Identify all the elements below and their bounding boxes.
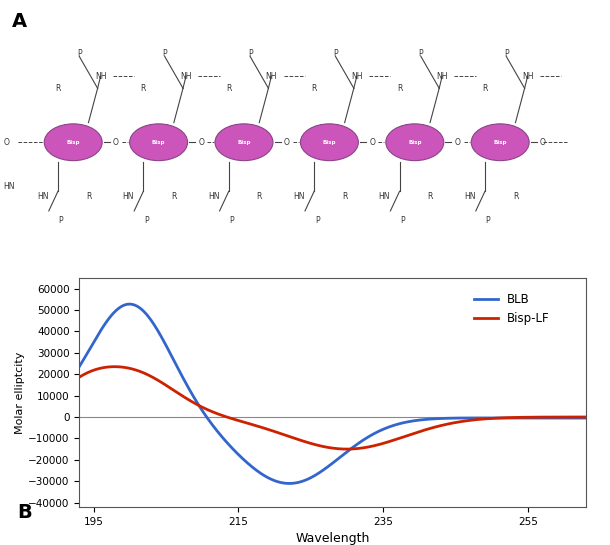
Legend: BLB, Bisp-LF: BLB, Bisp-LF	[469, 288, 554, 330]
Text: R: R	[342, 192, 347, 201]
Text: P: P	[315, 216, 320, 225]
Text: R: R	[56, 84, 60, 93]
Text: P: P	[229, 216, 234, 225]
Text: O: O	[284, 138, 290, 147]
Text: O: O	[198, 138, 204, 147]
Text: P: P	[248, 50, 253, 58]
BLB	[285, 480, 293, 487]
Text: Bisp: Bisp	[493, 140, 507, 145]
Text: R: R	[483, 84, 487, 93]
Text: HN: HN	[37, 192, 48, 201]
Bisp-LF	[343, 446, 351, 452]
Text: P: P	[504, 50, 509, 58]
Text: O: O	[454, 138, 461, 147]
BLB	[321, 465, 329, 472]
Text: B: B	[17, 503, 32, 522]
Text: HN: HN	[464, 192, 475, 201]
BLB	[572, 415, 579, 421]
Text: NH: NH	[437, 71, 448, 81]
Text: NH: NH	[181, 71, 192, 81]
Y-axis label: Molar elliptcity: Molar elliptcity	[15, 351, 26, 434]
Text: O: O	[369, 138, 375, 147]
Line: BLB: BLB	[79, 304, 586, 483]
Ellipse shape	[471, 124, 529, 161]
Text: HN: HN	[208, 192, 219, 201]
Text: R: R	[428, 192, 432, 201]
Text: P: P	[418, 50, 423, 58]
Text: R: R	[312, 84, 317, 93]
Text: NH: NH	[95, 71, 106, 81]
Line: Bisp-LF: Bisp-LF	[79, 367, 586, 449]
Text: P: P	[333, 50, 338, 58]
Text: Bisp: Bisp	[237, 140, 251, 145]
BLB	[76, 364, 83, 370]
BLB	[318, 468, 326, 474]
Text: P: P	[59, 216, 63, 225]
Text: P: P	[400, 216, 405, 225]
Ellipse shape	[129, 124, 188, 161]
Bisp-LF	[493, 415, 500, 421]
Text: Bisp: Bisp	[152, 140, 165, 145]
BLB	[379, 426, 386, 433]
Text: HN: HN	[293, 192, 304, 201]
Text: R: R	[141, 84, 146, 93]
Text: NH: NH	[522, 71, 533, 81]
Text: NH: NH	[351, 71, 362, 81]
Bisp-LF	[572, 414, 579, 420]
Bisp-LF	[582, 414, 589, 420]
Bisp-LF	[379, 440, 386, 447]
BLB	[351, 443, 359, 449]
Text: P: P	[162, 50, 167, 58]
Ellipse shape	[386, 124, 444, 161]
Text: HN: HN	[123, 192, 134, 201]
Text: NH: NH	[266, 71, 277, 81]
Text: P: P	[144, 216, 149, 225]
Text: O: O	[3, 138, 9, 147]
Text: P: P	[486, 216, 490, 225]
Text: R: R	[257, 192, 262, 201]
X-axis label: Wavelength: Wavelength	[295, 532, 370, 545]
Text: A: A	[12, 13, 27, 31]
Text: Bisp: Bisp	[66, 140, 80, 145]
Bisp-LF	[111, 364, 118, 370]
BLB	[582, 415, 589, 421]
Text: R: R	[513, 192, 518, 201]
Bisp-LF	[317, 443, 325, 449]
Bisp-LF	[320, 444, 328, 450]
Text: R: R	[171, 192, 176, 201]
Text: R: R	[397, 84, 402, 93]
Text: O: O	[540, 138, 546, 147]
Ellipse shape	[215, 124, 273, 161]
Text: HN: HN	[379, 192, 390, 201]
BLB	[126, 301, 133, 307]
Text: O: O	[113, 138, 119, 147]
Bisp-LF	[76, 374, 83, 380]
Text: Bisp: Bisp	[323, 140, 336, 145]
BLB	[493, 415, 500, 421]
Text: P: P	[77, 50, 82, 58]
Text: R: R	[86, 192, 91, 201]
Text: Bisp: Bisp	[408, 140, 422, 145]
Ellipse shape	[45, 124, 102, 161]
Bisp-LF	[351, 445, 359, 452]
Text: R: R	[226, 84, 231, 93]
Text: HN: HN	[4, 182, 15, 191]
Ellipse shape	[300, 124, 359, 161]
